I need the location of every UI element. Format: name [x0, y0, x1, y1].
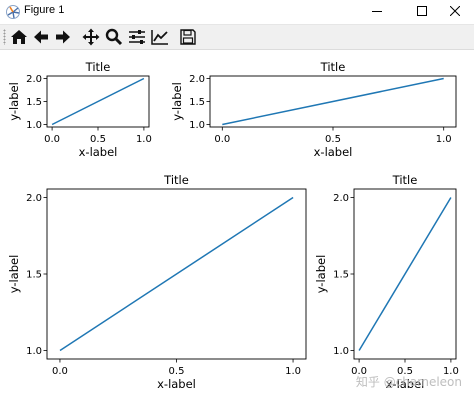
title-bar: Figure 1 — [0, 0, 474, 25]
zoom-icon — [105, 28, 123, 46]
y-axis-label: y-label — [170, 82, 184, 121]
minimize-button[interactable] — [358, 0, 396, 22]
x-tick-label: 0.5 — [397, 366, 413, 377]
y-tick-label: 2.0 — [189, 74, 205, 85]
back-arrow-icon — [34, 30, 48, 44]
y-tick-label: 1.5 — [333, 270, 349, 281]
maximize-icon — [417, 6, 427, 16]
minimize-icon — [372, 11, 382, 12]
save-button[interactable] — [178, 28, 198, 46]
axes-2: 0.0 0.5 1.0 1.0 1.5 2.0 Title x-label y-label — [170, 60, 457, 159]
home-button[interactable] — [9, 28, 29, 46]
x-tick-label: 1.0 — [443, 366, 459, 377]
x-tick-label: 1.0 — [436, 134, 452, 145]
x-tick-label: 0.0 — [52, 366, 68, 377]
forward-button[interactable] — [53, 28, 73, 46]
x-tick-label: 0.5 — [90, 134, 106, 145]
zoom-button[interactable] — [104, 28, 124, 46]
edit-axes-button[interactable] — [150, 28, 170, 46]
x-tick-label: 0.0 — [214, 134, 230, 145]
y-tick-label: 1.0 — [26, 120, 42, 131]
axes-3: 0.0 0.5 1.0 1.0 1.5 2.0 Title x-label y-label — [7, 173, 307, 391]
y-tick-label: 1.5 — [189, 97, 205, 108]
y-axis-label: y-label — [7, 255, 21, 294]
series-line — [51, 77, 145, 126]
y-axis-label: y-label — [7, 82, 21, 121]
maximize-button[interactable] — [403, 0, 441, 22]
axes-1: 0.0 0.5 1.0 1.0 1.5 2.0 Title x-label y-label — [7, 60, 152, 159]
forward-arrow-icon — [56, 30, 70, 44]
x-tick-label: 0.5 — [169, 366, 185, 377]
pan-button[interactable] — [81, 28, 101, 46]
y-tick-label: 1.5 — [26, 270, 42, 281]
series-line — [358, 197, 452, 351]
axes-title: Title — [85, 60, 111, 74]
y-tick-label: 1.0 — [26, 346, 42, 357]
configure-subplots-button[interactable] — [127, 28, 147, 46]
window-title: Figure 1 — [24, 4, 65, 16]
navigation-toolbar — [0, 25, 474, 50]
axes-title: Title — [320, 60, 346, 74]
x-axis-label: x-label — [79, 145, 118, 159]
save-icon — [180, 29, 196, 45]
close-button[interactable] — [436, 0, 474, 22]
close-icon — [450, 6, 460, 16]
back-button[interactable] — [31, 28, 51, 46]
watermark-text: 知乎 @chameleon — [356, 375, 462, 389]
pan-icon — [82, 28, 100, 46]
y-tick-label: 2.0 — [26, 74, 42, 85]
x-tick-label: 0.0 — [44, 134, 60, 145]
y-axis-label: y-label — [314, 255, 328, 294]
x-axis-label: x-label — [157, 377, 196, 391]
x-tick-label: 1.0 — [285, 366, 301, 377]
matplotlib-icon — [5, 4, 21, 20]
axes-title: Title — [392, 173, 418, 187]
axes-4: 0.0 0.5 1.0 1.0 1.5 2.0 Title x-label y-label — [314, 173, 459, 391]
y-tick-label: 1.0 — [333, 346, 349, 357]
x-axis-label: x-label — [314, 145, 353, 159]
y-tick-label: 1.5 — [26, 97, 42, 108]
series-line — [59, 196, 294, 352]
configure-subplots-icon — [129, 30, 145, 44]
edit-axes-icon — [151, 30, 168, 45]
series-line — [222, 77, 444, 126]
figure-svg: 0.0 0.5 1.01.01.52.0Titlex-labely-label0.0… — [7, 60, 462, 391]
y-tick-label: 2.0 — [26, 193, 42, 204]
x-axis-label: x-label — [386, 377, 425, 391]
x-tick-label: 0.5 — [325, 134, 341, 145]
x-tick-label: 0.0 — [351, 366, 367, 377]
axes-title: Title — [163, 173, 189, 187]
x-tick-label: 1.0 — [136, 134, 152, 145]
y-tick-label: 1.0 — [189, 120, 205, 131]
home-icon — [11, 30, 27, 44]
y-tick-label: 2.0 — [333, 193, 349, 204]
toolbar-grip[interactable] — [3, 29, 6, 45]
figure-canvas[interactable]: 0.0 0.5 1.0 1.0 1.5 2.0 Title x-label y-label 0.0… — [0, 50, 474, 403]
